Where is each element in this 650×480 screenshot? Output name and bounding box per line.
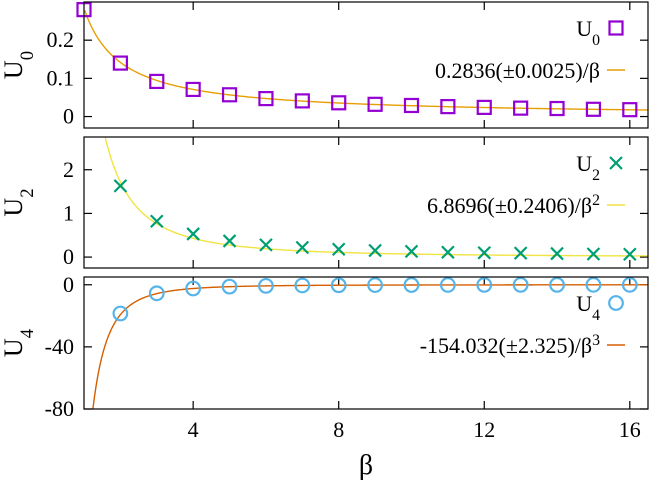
data-point (185, 280, 202, 297)
data-point (621, 276, 638, 293)
data-point (221, 278, 238, 295)
legend-marker (609, 156, 623, 170)
data-point (476, 277, 493, 293)
data-point (330, 277, 347, 294)
data-point (585, 276, 602, 293)
y-tick-label: 0 (63, 244, 74, 269)
y-tick-label: 2 (63, 157, 74, 182)
data-point (549, 276, 565, 293)
y-tick-label: 0.2 (47, 27, 75, 52)
data-point (294, 93, 310, 109)
legend-marker (608, 20, 624, 36)
panel-2: 2 1 0 U2 U2 6.8696(±0.2406)/β2 (0, 136, 649, 269)
data-point (585, 101, 602, 117)
y-tick-label: 1 (63, 200, 74, 225)
data-point (439, 277, 456, 293)
data-point (185, 81, 201, 98)
data-point (512, 276, 529, 293)
y-axis-label: U4 (0, 328, 38, 357)
data-point (477, 245, 492, 260)
data-point (549, 100, 565, 117)
data-point (441, 245, 455, 260)
fit-curve (84, 10, 648, 111)
x-tick-label: 4 (188, 417, 199, 442)
legend-marker (608, 295, 624, 311)
data-point (258, 277, 274, 294)
data-point (331, 242, 346, 257)
y-axis-label: U2 (0, 188, 38, 216)
fit-curve (92, 284, 648, 409)
legend-label-fit: -154.032(±2.325)/β3 (420, 332, 600, 359)
data-point (550, 246, 564, 261)
y-axis-label: U0 (0, 51, 38, 79)
y-tick-label: -80 (45, 396, 74, 421)
plot-frame (83, 1, 649, 129)
data-point (440, 99, 456, 115)
data-point (513, 100, 529, 116)
data-point (513, 246, 528, 260)
data-point (259, 238, 273, 252)
legend-label-data: U0 (576, 16, 600, 49)
legend-label-fit: 6.8696(±0.2406)/β2 (427, 192, 600, 219)
data-point (149, 73, 165, 90)
data-point (295, 240, 310, 255)
panel-3: 0 -40 -80 4 8 12 16 U4 β U4 -154.032(±2.325)/β3 (0, 272, 649, 480)
data-point (112, 305, 129, 322)
x-tick-label: 12 (473, 417, 495, 442)
x-axis-label: β (359, 450, 373, 480)
y-tick-label: -40 (45, 334, 74, 359)
data-point (186, 227, 200, 241)
data-point (403, 97, 420, 114)
data-point (367, 277, 383, 293)
data-point (368, 243, 382, 258)
data-point (221, 87, 238, 103)
data-point (222, 234, 237, 248)
data-point (404, 244, 419, 259)
plot-frame (83, 136, 649, 269)
x-tick-label: 16 (619, 417, 641, 442)
data-point (622, 102, 638, 118)
plot-frame (83, 276, 649, 410)
data-point (294, 277, 311, 294)
data-point (623, 247, 637, 262)
data-point (113, 179, 128, 193)
data-point (149, 214, 164, 229)
data-point (586, 247, 601, 261)
x-tick-label: 8 (333, 417, 344, 442)
legend-label-fit: 0.2836(±0.0025)/β (435, 58, 600, 83)
data-point (331, 95, 347, 111)
legend-label-data: U4 (576, 291, 600, 324)
data-point (148, 285, 165, 302)
y-tick-label: 0 (63, 272, 74, 297)
data-point (476, 99, 492, 115)
panel-1: 0.2 0.1 0 U0 U0 0.2836(±0.0025)/β (0, 1, 649, 129)
data-point (367, 96, 383, 112)
y-tick-label: 0 (63, 104, 74, 129)
y-tick-label: 0.1 (47, 65, 75, 90)
data-point (258, 90, 274, 107)
legend-label-data: U2 (576, 151, 600, 184)
data-point (403, 277, 420, 293)
data-point (112, 55, 128, 71)
fit-curve (104, 137, 648, 257)
